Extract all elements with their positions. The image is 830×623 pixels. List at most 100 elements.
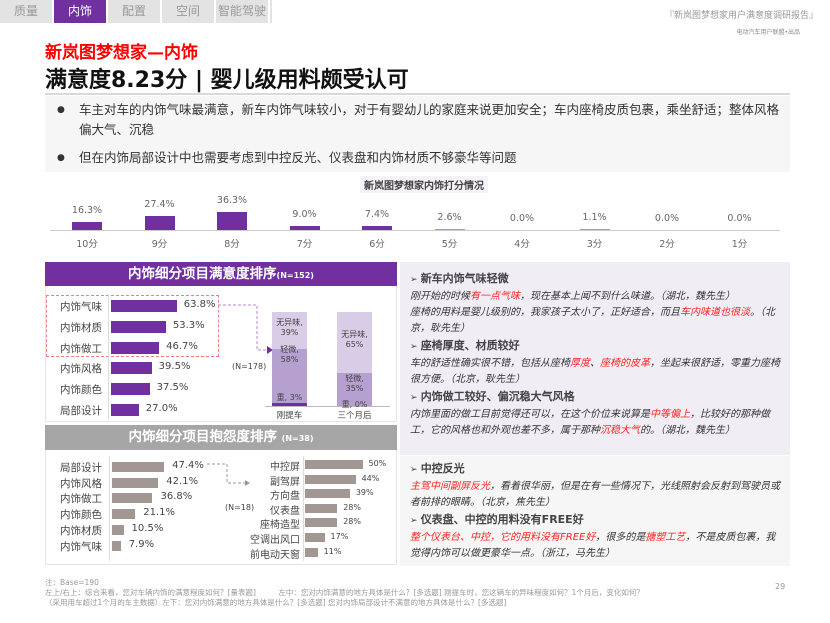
page-title: 满意度8.23分 | 婴儿级用料颇受认可: [45, 68, 409, 93]
odor-label-line: 58%: [280, 355, 299, 364]
tab-2[interactable]: 配置: [108, 0, 162, 23]
quote-segment: ，看着很华丽，但是在有一些情况下，光线照射会反射到驾驶员或者前排的眼睛。（北京，…: [410, 481, 780, 508]
complaint-label: 内饰气味: [60, 540, 102, 553]
complaint-detail-label: 中控屏: [270, 462, 300, 473]
complaint-value: 42.1%: [166, 475, 199, 487]
odor-label: 无异味, 65%: [337, 330, 372, 350]
score-category-label: 9分: [151, 239, 168, 250]
bullet-text: 但在内饰局部设计中也需要考虑到中控反光、仪表盘和内饰材质不够豪华等问题: [79, 150, 517, 165]
satisfaction-bar: [111, 383, 150, 396]
complaint-detail-value: 39%: [355, 488, 374, 498]
satisfaction-label: 内饰颜色: [60, 384, 102, 397]
footnote: 注：Base=190 左上/右上：综合来看，您对车辆内饰的满意程度如何？[量表题…: [45, 578, 644, 608]
tab-0[interactable]: 质量: [0, 0, 54, 23]
complaint-detail-label: 空调出风口: [250, 535, 300, 546]
tab-3[interactable]: 空间: [162, 0, 216, 23]
score-category-label: 6分: [369, 239, 385, 250]
odor-segment: [337, 373, 372, 406]
score-category-label: 4分: [514, 239, 530, 250]
satisfaction-panel-header: 内饰细分项目满意度排序(N=152): [45, 262, 397, 286]
quote-segment: 、: [590, 358, 600, 369]
complaint-detail-bar: [305, 489, 350, 499]
highlight-box: [46, 295, 219, 357]
page-number: 29: [775, 582, 786, 591]
complaint-detail-bar: [305, 547, 318, 557]
odor-label-line: 无异味,: [276, 318, 303, 327]
quote-heading: 仪表盘、中控的用料没有FREE好: [410, 511, 780, 530]
complaint-detail-label: 副驾屏: [270, 476, 300, 488]
complaint-detail-bar: [305, 460, 363, 469]
complaint-detail-label: 座椅造型: [260, 520, 300, 532]
score-value-label: 2.6%: [437, 211, 462, 223]
quote-segment: 的。（湖北，魏先生）: [640, 425, 735, 436]
quote-highlight: 车内味道也很淡: [680, 307, 750, 318]
complaint-detail-bar: [305, 518, 338, 528]
score-bar: [144, 216, 175, 230]
odor-label-line: 重, 0%: [341, 400, 368, 409]
odor-label: 重, 3%: [272, 393, 307, 403]
complaint-bar: [112, 540, 121, 551]
complaint-bar: [112, 462, 165, 472]
quote-highlight: 主驾中间副屏反光: [410, 481, 490, 492]
score-value-label: 1.1%: [582, 212, 607, 224]
quote-segment: ，坐起来很舒适，零重力座椅很方便。（北京，耿先生）: [410, 358, 780, 385]
complaint-value: 7.9%: [128, 538, 155, 550]
quotes-negative: 中控反光主驾中间副屏反光，看着很华丽，但是在有一些情况下，光线照射会反射到驾驶员…: [400, 456, 790, 566]
score-bar: [289, 225, 320, 230]
satisfaction-value: 53.3%: [172, 319, 205, 331]
quote-heading: 内饰做工较好、偏沉稳大气风格: [410, 388, 780, 407]
complaint-label: 内饰颜色: [60, 509, 102, 522]
score-value-label: 0.0%: [654, 213, 680, 224]
satisfaction-value: 39.5%: [158, 361, 191, 373]
satisfaction-value: 63.8%: [183, 299, 216, 310]
score-bar: [579, 229, 610, 231]
satisfaction-bar: [111, 300, 177, 312]
quote-text: 座椅的用料是婴儿级别的，我家孩子太小了，正好适合，而且车内味道也很淡。（北京，耿…: [410, 305, 780, 337]
score-value-label: 9.0%: [292, 208, 317, 220]
bullet-item: 车主对车的内饰气味最满意，新车内饰气味较小，对于有婴幼儿的家庭来说更加安全；车内…: [57, 100, 787, 140]
score-value-label: 36.3%: [216, 195, 248, 206]
complaint-detail-value: 50%: [368, 459, 387, 468]
satisfaction-label: 内饰做工: [60, 342, 102, 355]
bullet-text: 车主对车的内饰气味最满意，新车内饰气味较小，对于有婴幼儿的家庭来说更加安全；车内…: [79, 102, 780, 137]
complaint-detail-bar: [305, 474, 356, 484]
odor-label: 重, 0%: [337, 400, 372, 410]
complaint-value: 10.5%: [131, 522, 164, 534]
quote-highlight: 沉稳大气: [600, 425, 640, 436]
dashed-arrow: [218, 304, 273, 354]
quote-highlight: 厚度: [570, 358, 590, 369]
odor-segment: [272, 348, 307, 404]
complaint-label: 内饰做工: [60, 493, 102, 506]
odor-label-line: 重, 3%: [276, 393, 303, 402]
publisher: 电动汽车用户联盟•出品: [736, 29, 800, 36]
quote-highlight: 座椅的皮革: [600, 358, 650, 369]
complaint-bar: [112, 477, 159, 488]
footnote-base: 注：Base=190: [45, 578, 99, 587]
score-category-label: 2分: [659, 239, 675, 250]
complaint-bar: [112, 524, 124, 535]
quote-segment: ，比较好的那种做工，它的风格也和外观也差不多，属于那种: [410, 409, 770, 436]
tab-4[interactable]: 智能驾驶: [216, 0, 270, 23]
odor-label-line: 轻微,: [280, 345, 299, 354]
score-value-label: 27.4%: [144, 199, 175, 211]
bullet-item: 但在内饰局部设计中也需要考虑到中控反光、仪表盘和内饰材质不够豪华等问题: [57, 148, 517, 168]
complaint-detail-bar: [305, 503, 338, 513]
quote-heading: 新车内饰气味轻微: [410, 270, 780, 289]
score-chart-title: 新岚图梦想家内饰打分情况: [360, 176, 488, 193]
quote-segment: ，现在基本上闻不到什么味道。（湖北，魏先生）: [520, 291, 735, 302]
score-category-label: 7分: [296, 239, 313, 250]
complaint-sub-n: (N=18): [225, 503, 255, 512]
quote-text: 车的舒适性确实很不错，包括从座椅厚度、座椅的皮革，坐起来很舒适，零重力座椅很方便…: [410, 356, 780, 388]
dashed-arrow: [207, 463, 250, 486]
section-tabs: 质量 内饰 配置 空间 智能驾驶: [0, 0, 272, 23]
divider: [45, 93, 790, 95]
quotes-positive: 新车内饰气味轻微刚开始的时候有一点气味，现在基本上闻不到什么味道。（湖北，魏先生…: [400, 262, 790, 455]
odor-label-line: 39%: [280, 328, 299, 337]
score-category-label: 5分: [441, 239, 458, 250]
complaint-value: 47.4%: [172, 460, 204, 471]
odor-label-line: 35%: [345, 384, 364, 393]
axis-line: [108, 294, 109, 419]
tab-1[interactable]: 内饰: [54, 0, 108, 23]
odor-segment: [272, 403, 307, 406]
score-bar: [217, 212, 247, 230]
